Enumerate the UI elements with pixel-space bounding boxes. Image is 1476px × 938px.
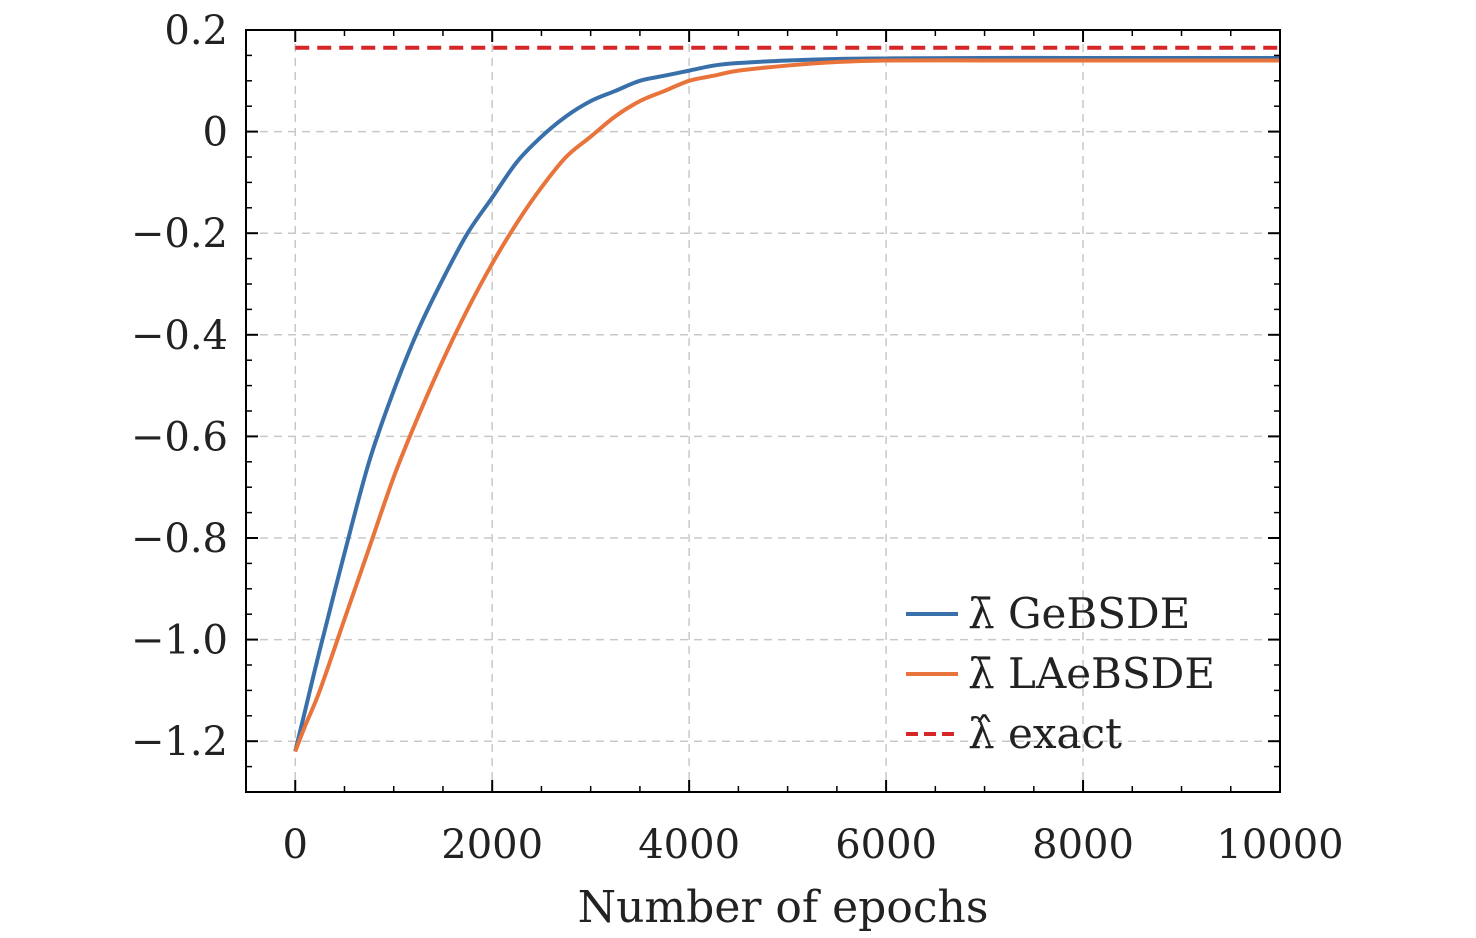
- y-tick-label-4: −0.6: [131, 414, 228, 460]
- y-tick-label-2: −0.2: [131, 211, 228, 257]
- legend-label-1: λ̄ LAeBSDE: [968, 649, 1215, 698]
- legend-label-0: λ̄ GeBSDE: [968, 589, 1190, 638]
- y-tick-label-1: 0: [203, 110, 228, 156]
- x-tick-label-3: 6000: [835, 822, 937, 868]
- y-tick-label-7: −1.2: [131, 719, 228, 765]
- series-lines: [293, 45, 1280, 753]
- legend-label-2: λ̂ exact: [968, 709, 1122, 758]
- y-tick-label-5: −0.8: [131, 516, 228, 562]
- x-tick-label-0: 0: [283, 822, 308, 868]
- x-tick-label-5: 10000: [1216, 822, 1343, 868]
- y-tick-label-3: −0.4: [131, 313, 228, 359]
- x-tick-label-2: 4000: [638, 822, 740, 868]
- legend: λ̄ GeBSDE λ̄ LAeBSDE λ̂ exact: [906, 589, 1215, 758]
- x-tick-label-4: 8000: [1032, 822, 1134, 868]
- series-line-0: [293, 55, 1280, 752]
- x-tick-label-1: 2000: [441, 822, 543, 868]
- y-tick-label-0: 0.2: [164, 8, 228, 54]
- x-axis-label: Number of epochs: [578, 882, 989, 933]
- axis-ticks: 0 2000 4000 6000 8000 10000 0.2 0 −0.2 −0.4 −0.6 −0…: [131, 8, 1344, 868]
- y-tick-label-6: −1.0: [131, 618, 228, 664]
- series-line-1: [293, 58, 1280, 753]
